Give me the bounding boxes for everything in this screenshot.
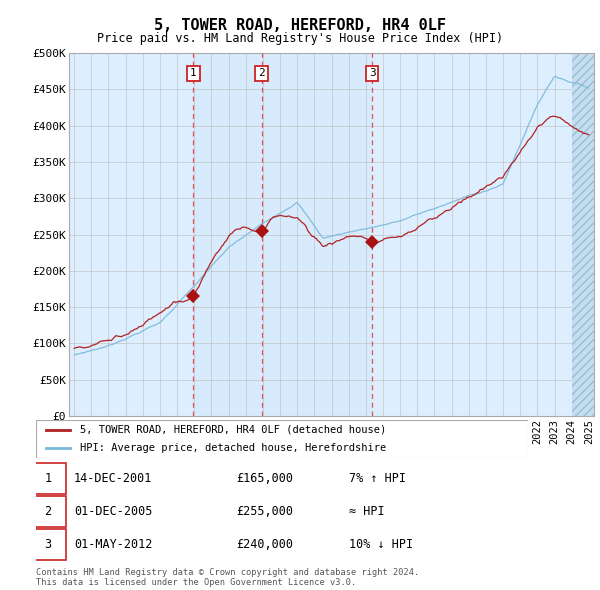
Text: 3: 3 bbox=[44, 538, 52, 552]
Text: 14-DEC-2001: 14-DEC-2001 bbox=[74, 472, 152, 486]
Text: Price paid vs. HM Land Registry's House Price Index (HPI): Price paid vs. HM Land Registry's House … bbox=[97, 32, 503, 45]
FancyBboxPatch shape bbox=[31, 496, 66, 527]
Text: £165,000: £165,000 bbox=[236, 472, 293, 486]
FancyBboxPatch shape bbox=[31, 529, 66, 560]
Bar bbox=[193, 53, 262, 416]
Bar bbox=[262, 53, 372, 416]
Text: Contains HM Land Registry data © Crown copyright and database right 2024.
This d: Contains HM Land Registry data © Crown c… bbox=[36, 568, 419, 587]
Text: ≈ HPI: ≈ HPI bbox=[349, 505, 385, 519]
Text: 1: 1 bbox=[190, 68, 197, 78]
Text: 5, TOWER ROAD, HEREFORD, HR4 0LF: 5, TOWER ROAD, HEREFORD, HR4 0LF bbox=[154, 18, 446, 34]
Bar bbox=[572, 53, 594, 416]
Text: HPI: Average price, detached house, Herefordshire: HPI: Average price, detached house, Here… bbox=[80, 442, 386, 453]
Text: 2: 2 bbox=[258, 68, 265, 78]
Text: 10% ↓ HPI: 10% ↓ HPI bbox=[349, 538, 413, 552]
Text: 2: 2 bbox=[44, 505, 52, 519]
Text: 5, TOWER ROAD, HEREFORD, HR4 0LF (detached house): 5, TOWER ROAD, HEREFORD, HR4 0LF (detach… bbox=[80, 425, 386, 435]
Text: 7% ↑ HPI: 7% ↑ HPI bbox=[349, 472, 406, 486]
Text: £255,000: £255,000 bbox=[236, 505, 293, 519]
Text: 01-MAY-2012: 01-MAY-2012 bbox=[74, 538, 152, 552]
Text: 1: 1 bbox=[44, 472, 52, 486]
Text: 3: 3 bbox=[369, 68, 376, 78]
FancyBboxPatch shape bbox=[31, 463, 66, 494]
Text: 01-DEC-2005: 01-DEC-2005 bbox=[74, 505, 152, 519]
Text: £240,000: £240,000 bbox=[236, 538, 293, 552]
